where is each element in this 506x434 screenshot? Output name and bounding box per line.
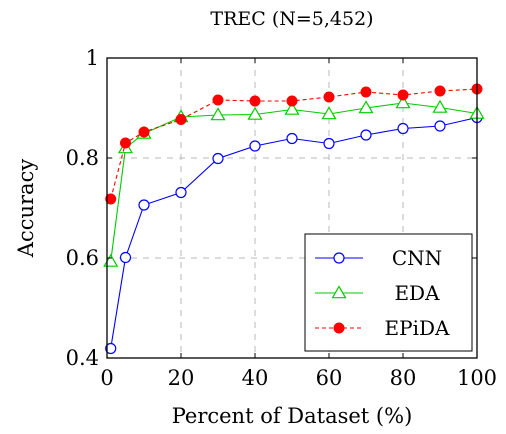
x-axis-label: Percent of Dataset (%) [172, 404, 413, 428]
data-point-eda [358, 100, 374, 114]
y-tick-label: 0.6 [66, 246, 99, 270]
x-tick-label: 40 [242, 366, 269, 390]
plot-frame [106, 57, 478, 359]
data-point-epida [212, 94, 224, 106]
data-point-cnn [286, 132, 298, 145]
data-point-cnn [212, 152, 224, 165]
legend: CNN EDA EPiDA [304, 233, 473, 352]
x-tick-label: 0 [100, 366, 113, 390]
legend-marker [331, 285, 347, 299]
series-epida [105, 83, 483, 205]
data-point-epida [175, 114, 187, 125]
series-line-cnn [110, 116, 478, 349]
data-point-cnn [397, 122, 409, 135]
legend-label: CNN [392, 246, 442, 270]
tick-layer: 0 20 40 60 80 100 0.4 0.6 0.8 1 [66, 46, 497, 390]
y-axis-label: Accuracy [14, 159, 38, 259]
data-point-epida [120, 137, 131, 149]
y-tick-label: 1 [86, 46, 99, 70]
data-point-epida [397, 89, 409, 101]
x-tick-label: 80 [390, 366, 417, 390]
data-point-cnn [119, 251, 132, 264]
y-tick-label: 0.4 [66, 346, 99, 370]
legend-label: EPiDA [385, 316, 450, 340]
x-tick-label: 20 [168, 366, 195, 390]
series-line-epida [110, 88, 478, 200]
data-point-eda [103, 253, 119, 267]
data-point-epida [434, 85, 446, 97]
data-point-epida [105, 193, 117, 205]
data-point-eda [247, 106, 263, 120]
x-tick-label: 100 [457, 366, 497, 390]
data-point-epida [286, 95, 298, 107]
data-point-cnn [138, 199, 150, 211]
legend-item-epida: EPiDA [315, 316, 450, 340]
data-point-epida [360, 86, 372, 98]
chart-title: TREC (N=5,452) [210, 8, 373, 30]
data-point-cnn [434, 120, 446, 132]
data-point-cnn [105, 342, 117, 355]
data-point-cnn [323, 137, 335, 150]
data-point-eda [395, 95, 411, 109]
data-point-epida [249, 95, 261, 107]
legend-label: EDA [394, 281, 440, 305]
data-point-cnn [360, 129, 372, 141]
y-tick-label: 0.8 [66, 146, 99, 170]
data-point-eda [432, 99, 448, 113]
data-point-eda [321, 106, 337, 120]
legend-marker [333, 252, 345, 264]
legend-item-cnn: CNN [315, 246, 442, 270]
data-point-epida [138, 126, 150, 138]
data-point-cnn [249, 140, 261, 152]
series-layer [103, 83, 485, 355]
data-point-eda [210, 107, 226, 121]
data-point-cnn [175, 186, 187, 199]
data-point-epida [323, 91, 335, 103]
x-tick-label: 60 [316, 366, 343, 390]
legend-marker [333, 322, 345, 334]
data-point-eda [284, 101, 300, 115]
legend-item-eda: EDA [315, 281, 440, 305]
